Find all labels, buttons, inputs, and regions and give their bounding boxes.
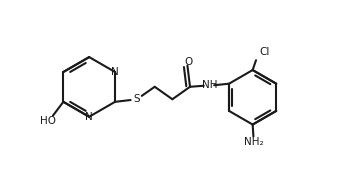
- Text: O: O: [185, 57, 193, 67]
- Text: NH: NH: [202, 80, 217, 90]
- Text: Cl: Cl: [260, 47, 270, 57]
- Text: S: S: [134, 94, 140, 104]
- Text: N: N: [85, 112, 93, 122]
- Text: HO: HO: [40, 116, 56, 126]
- Text: N: N: [111, 67, 119, 77]
- Text: NH₂: NH₂: [244, 137, 264, 147]
